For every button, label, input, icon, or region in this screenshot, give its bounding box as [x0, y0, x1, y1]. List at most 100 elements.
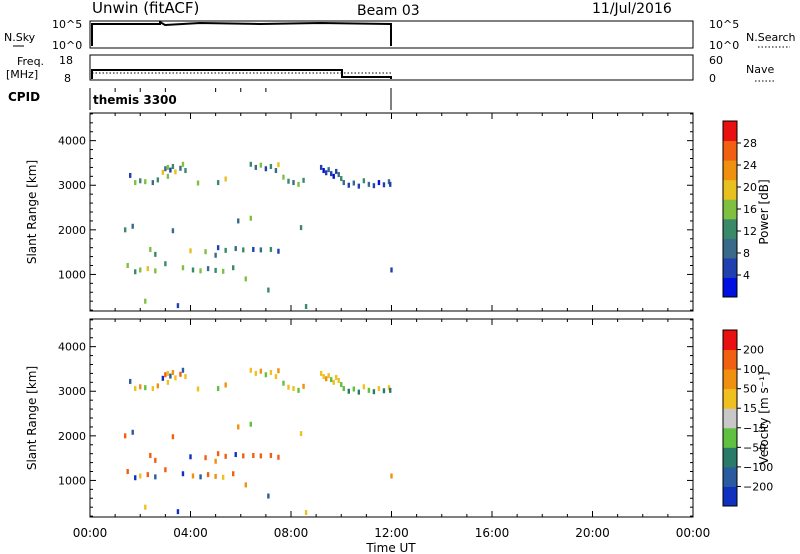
power-point-16: [196, 180, 200, 186]
power-point-1: [134, 180, 137, 186]
power-point-23: [269, 164, 273, 170]
power-colorbar-tick-label-1: 24: [743, 159, 757, 172]
power-point-87: [237, 218, 240, 224]
velocity-point-42: [352, 386, 356, 392]
velocity-point-36: [332, 379, 335, 385]
velocity-colorbar-tick-label-6: −100: [743, 461, 773, 474]
velocity-point-75: [199, 474, 202, 480]
velocity-ytick-label-2: 3000: [58, 385, 86, 398]
power-point-59: [224, 247, 227, 253]
velocity-point-3: [144, 385, 147, 391]
power-point-68: [134, 269, 137, 275]
power-point-82: [144, 298, 147, 304]
power-ytick-label-1: 2000: [58, 224, 86, 237]
power-point-66: [214, 252, 217, 258]
velocity-point-5: [156, 383, 160, 389]
nsky-right-tick-top: 10^5: [709, 18, 739, 31]
power-ytick-label-0: 1000: [58, 268, 86, 281]
velocity-point-79: [232, 471, 235, 477]
velocity-colorbar-swatch-5: [723, 388, 737, 409]
velocity-point-40: [342, 386, 345, 392]
velocity-point-84: [304, 510, 308, 516]
velocity-point-87: [237, 424, 240, 430]
power-point-49: [387, 179, 391, 185]
power-point-38: [337, 172, 340, 178]
velocity-point-59: [224, 453, 227, 459]
power-point-39: [340, 176, 343, 182]
power-point-3: [144, 179, 147, 185]
nsky-trace: [91, 20, 392, 46]
velocity-point-65: [277, 454, 280, 460]
power-point-80: [244, 276, 247, 282]
power-colorbar-swatch-2: [723, 238, 737, 259]
velocity-point-68: [134, 475, 137, 481]
velocity-colorbar-swatch-6: [723, 369, 737, 390]
velocity-colorbar-swatch-0: [723, 486, 737, 507]
velocity-colorbar-swatch-7: [723, 349, 737, 370]
velocity-point-6: [166, 379, 170, 385]
power-point-50: [389, 181, 392, 187]
power-point-37: [335, 168, 338, 174]
power-point-11: [171, 164, 175, 170]
velocity-colorbar-tick-label-1: 100: [743, 363, 764, 376]
power-point-63: [259, 247, 263, 253]
power-point-72: [164, 261, 167, 267]
power-point-75: [199, 268, 202, 274]
power-point-69: [139, 267, 142, 273]
xtick-label-1: 04:00: [173, 526, 208, 540]
velocity-point-62: [252, 452, 255, 458]
station-title: Unwin (fitACF): [92, 0, 199, 17]
velocity-point-44: [362, 384, 366, 390]
cpid-label: CPID: [8, 90, 40, 104]
power-point-7: [161, 169, 165, 175]
velocity-x-axis: [89, 319, 694, 517]
velocity-point-66: [214, 458, 217, 464]
velocity-point-74: [191, 473, 195, 479]
power-ytick-label-2: 3000: [58, 179, 86, 192]
velocity-point-22: [264, 372, 268, 378]
velocity-point-12: [174, 375, 177, 381]
power-colorbar-tick-label-0: 28: [743, 137, 757, 150]
freq-trace: [91, 69, 392, 79]
power-point-5: [156, 177, 160, 183]
velocity-point-50: [389, 387, 392, 393]
velocity-point-27: [287, 384, 290, 390]
power-point-84: [304, 304, 308, 310]
velocity-point-88: [249, 421, 252, 427]
velocity-point-0: [129, 378, 132, 384]
power-point-36: [332, 173, 335, 179]
xlabel: Time UT: [365, 541, 416, 554]
velocity-points: [123, 367, 393, 516]
velocity-colorbar-swatch-4: [723, 408, 737, 429]
power-point-31: [319, 164, 323, 170]
power-point-12: [174, 169, 177, 175]
power-point-8: [164, 166, 167, 172]
power-point-45: [367, 181, 371, 187]
velocity-colorbar-tick-label-7: −200: [743, 480, 773, 493]
xtick-label-2: 08:00: [274, 526, 309, 540]
velocity-point-20: [254, 370, 258, 376]
power-point-74: [191, 267, 195, 273]
velocity-point-45: [367, 387, 371, 393]
velocity-point-56: [189, 454, 192, 460]
beam-label: Beam 03: [357, 3, 420, 19]
power-point-33: [324, 170, 328, 176]
velocity-point-83: [176, 509, 180, 515]
velocity-point-13: [179, 371, 182, 377]
power-point-29: [297, 181, 300, 187]
xtick-label-3: 12:00: [374, 526, 409, 540]
velocity-point-41: [347, 388, 350, 394]
velocity-point-4: [151, 386, 155, 392]
xtick-label-0: 00:00: [73, 526, 108, 540]
velocity-colorbar-tick-label-4: −15: [743, 422, 766, 435]
power-point-9: [166, 164, 170, 170]
velocity-point-47: [377, 386, 381, 392]
power-ytick-label-3: 4000: [58, 135, 86, 148]
velocity-point-1: [134, 386, 137, 392]
power-point-43: [357, 183, 361, 189]
power-point-56: [189, 248, 192, 254]
power-point-79: [232, 265, 235, 271]
power-point-58: [216, 245, 220, 251]
velocity-point-71: [154, 474, 157, 480]
freq-label-line1: Freq.: [17, 55, 44, 68]
